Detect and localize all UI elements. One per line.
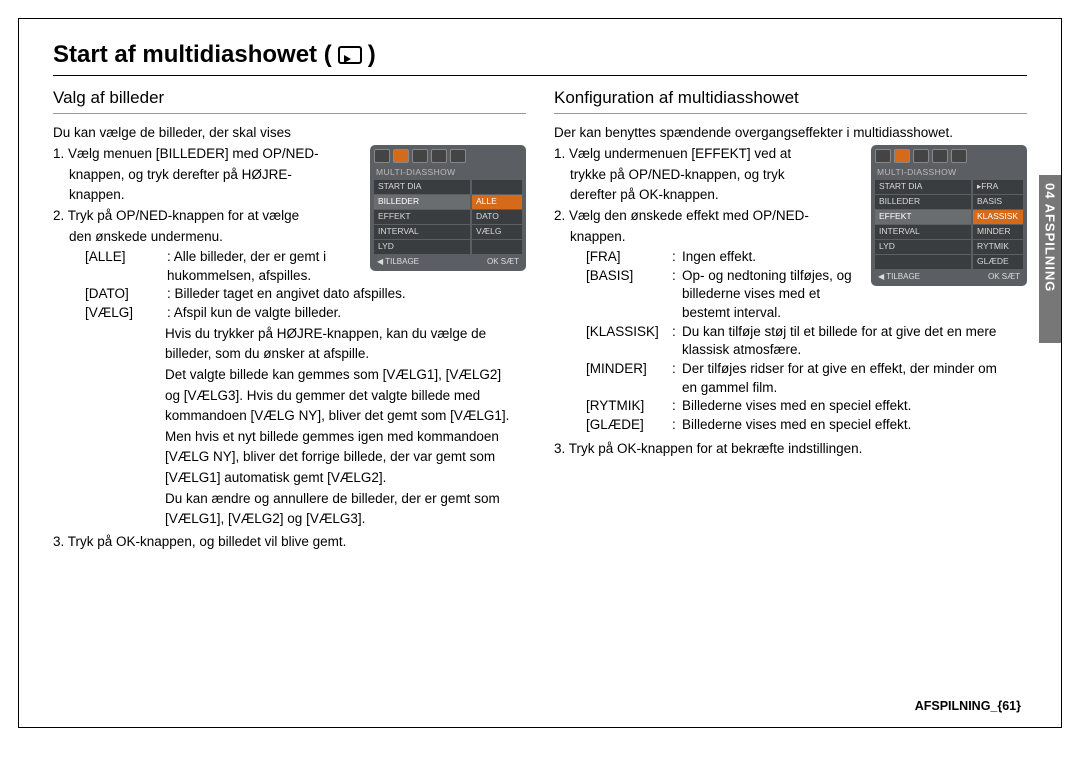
- scr-footer: ◀ TILBAGE OK SÆT: [875, 269, 1023, 282]
- menu-item: INTERVAL: [374, 225, 470, 239]
- scr-footer: ◀ TILBAGE OK SÆT: [374, 254, 522, 267]
- def-val: en gammel film.: [682, 379, 1027, 398]
- menu-item: INTERVAL: [875, 225, 971, 239]
- menu-value: [472, 240, 522, 254]
- para-line: [VÆLG1], [VÆLG2] og [VÆLG3].: [165, 510, 526, 529]
- title-close: ): [368, 41, 376, 69]
- menu-value: ALLE: [472, 195, 522, 209]
- para-line: billeder, som du ønsker at afspille.: [165, 345, 526, 364]
- def-key: [KLASSISK]: [586, 323, 672, 342]
- scr-icon: [951, 149, 967, 163]
- scr-icon: [894, 149, 910, 163]
- menu-value: RYTMIK: [973, 240, 1023, 254]
- def-val: Der tilføjes ridser for at give en effek…: [682, 360, 1027, 379]
- menu-value: KLASSISK: [973, 210, 1023, 224]
- scr-ok: OK SÆT: [988, 271, 1020, 282]
- scr-title: MULTI-DIASSHOW: [875, 166, 1023, 180]
- def-val: : Billeder taget en angivet dato afspill…: [167, 285, 526, 304]
- content-columns: Valg af billeder Du kan vælge de billede…: [53, 86, 1027, 554]
- left-paragraph: Hvis du trykker på HØJRE-knappen, kan du…: [53, 325, 526, 529]
- def-val: klassisk atmosfære.: [682, 341, 1027, 360]
- menu-item: EFFEKT: [875, 210, 971, 224]
- scr-icon: [431, 149, 447, 163]
- menu-item: START DIA: [875, 180, 971, 194]
- menu-value: MINDER: [973, 225, 1023, 239]
- scr-icon: [875, 149, 891, 163]
- def-key: [BASIS]: [586, 267, 672, 286]
- para-line: Hvis du trykker på HØJRE-knappen, kan du…: [165, 325, 526, 344]
- scr-title: MULTI-DIASSHOW: [374, 166, 522, 180]
- scr-icon: [412, 149, 428, 163]
- menu-value: [472, 180, 522, 194]
- scr-back: ◀ TILBAGE: [377, 256, 419, 267]
- left-embedded-screenshot: MULTI-DIASSHOW START DIA BILLEDERALLE EF…: [370, 145, 526, 271]
- menu-value: GLÆDE: [973, 255, 1023, 269]
- menu-item: [875, 255, 971, 269]
- def-key: [VÆLG]: [85, 304, 167, 323]
- title-text: Start af multidiashowet (: [53, 41, 332, 69]
- def-key: [DATO]: [85, 285, 167, 304]
- manual-page: Start af multidiashowet ( ) Valg af bill…: [18, 18, 1062, 728]
- para-line: og [VÆLG3]. Hvis du gemmer det valgte bi…: [165, 387, 526, 406]
- menu-value: DATO: [472, 210, 522, 224]
- menu-value: VÆLG: [472, 225, 522, 239]
- def-val: Op- og nedtoning tilføjes, og: [682, 267, 865, 286]
- right-embedded-screenshot: MULTI-DIASSHOW START DIA▸ FRA BILLEDERBA…: [871, 145, 1027, 286]
- def-key: [GLÆDE]: [586, 416, 672, 435]
- def-val: hukommelsen, afspilles.: [167, 267, 364, 286]
- page-footer: AFSPILNING_{61}: [915, 699, 1021, 713]
- para-line: Men hvis et nyt billede gemmes igen med …: [165, 428, 526, 447]
- step-line: 3. Tryk på OK-knappen for at bekræfte in…: [554, 440, 1027, 459]
- def-val: Du kan tilføje støj til et billede for a…: [682, 323, 1027, 342]
- scr-icon: [374, 149, 390, 163]
- def-val: : Afspil kun de valgte billeder.: [167, 304, 526, 323]
- scr-icon: [393, 149, 409, 163]
- right-subtitle: Konfiguration af multidiasshowet: [554, 86, 1027, 114]
- menu-item: EFFEKT: [374, 210, 470, 224]
- def-val: : Alle billeder, der er gemt i: [167, 248, 364, 267]
- para-line: Det valgte billede kan gemmes som [VÆLG1…: [165, 366, 526, 385]
- scr-ok: OK SÆT: [487, 256, 519, 267]
- left-subtitle: Valg af billeder: [53, 86, 526, 114]
- def-key: [ALLE]: [85, 248, 167, 267]
- para-line: Du kan ændre og annullere de billeder, d…: [165, 490, 526, 509]
- menu-item: START DIA: [374, 180, 470, 194]
- para-line: [VÆLG1] automatisk gemt [VÆLG2].: [165, 469, 526, 488]
- right-intro: Der kan benyttes spændende overgangseffe…: [554, 124, 1027, 143]
- def-val: Billederne vises med en speciel effekt.: [682, 397, 1027, 416]
- menu-item: BILLEDER: [875, 195, 971, 209]
- menu-value: ▸ FRA: [973, 180, 1023, 194]
- def-key: [FRA]: [586, 248, 672, 267]
- def-key: [MINDER]: [586, 360, 672, 379]
- def-key: [RYTMIK]: [586, 397, 672, 416]
- def-val: billederne vises med et bestemt interval…: [682, 285, 865, 322]
- slideshow-icon: [338, 46, 362, 64]
- para-line: kommandoen [VÆLG NY], bliver det gemt so…: [165, 407, 526, 426]
- step-line: 3. Tryk på OK-knappen, og billedet vil b…: [53, 533, 526, 552]
- menu-item: BILLEDER: [374, 195, 470, 209]
- para-line: [VÆLG NY], bliver det forrige billede, d…: [165, 448, 526, 467]
- scr-icon-row: [875, 149, 1023, 163]
- scr-icon: [450, 149, 466, 163]
- scr-icon: [932, 149, 948, 163]
- scr-menu-rows: START DIA BILLEDERALLE EFFEKTDATO INTERV…: [374, 180, 522, 254]
- scr-icon-row: [374, 149, 522, 163]
- right-column: Konfiguration af multidiasshowet Der kan…: [554, 86, 1027, 554]
- page-title: Start af multidiashowet ( ): [53, 41, 1027, 76]
- def-key: [85, 267, 167, 286]
- scr-menu-rows: START DIA▸ FRA BILLEDERBASIS EFFEKTKLASS…: [875, 180, 1023, 269]
- scr-back: ◀ TILBAGE: [878, 271, 920, 282]
- scr-icon: [913, 149, 929, 163]
- def-val: Billederne vises med en speciel effekt.: [682, 416, 1027, 435]
- menu-item: LYD: [875, 240, 971, 254]
- left-intro: Du kan vælge de billeder, der skal vises: [53, 124, 526, 143]
- left-column: Valg af billeder Du kan vælge de billede…: [53, 86, 526, 554]
- def-val: Ingen effekt.: [682, 248, 865, 267]
- menu-item: LYD: [374, 240, 470, 254]
- menu-value: BASIS: [973, 195, 1023, 209]
- section-tab: 04 AFSPILNING: [1039, 175, 1061, 343]
